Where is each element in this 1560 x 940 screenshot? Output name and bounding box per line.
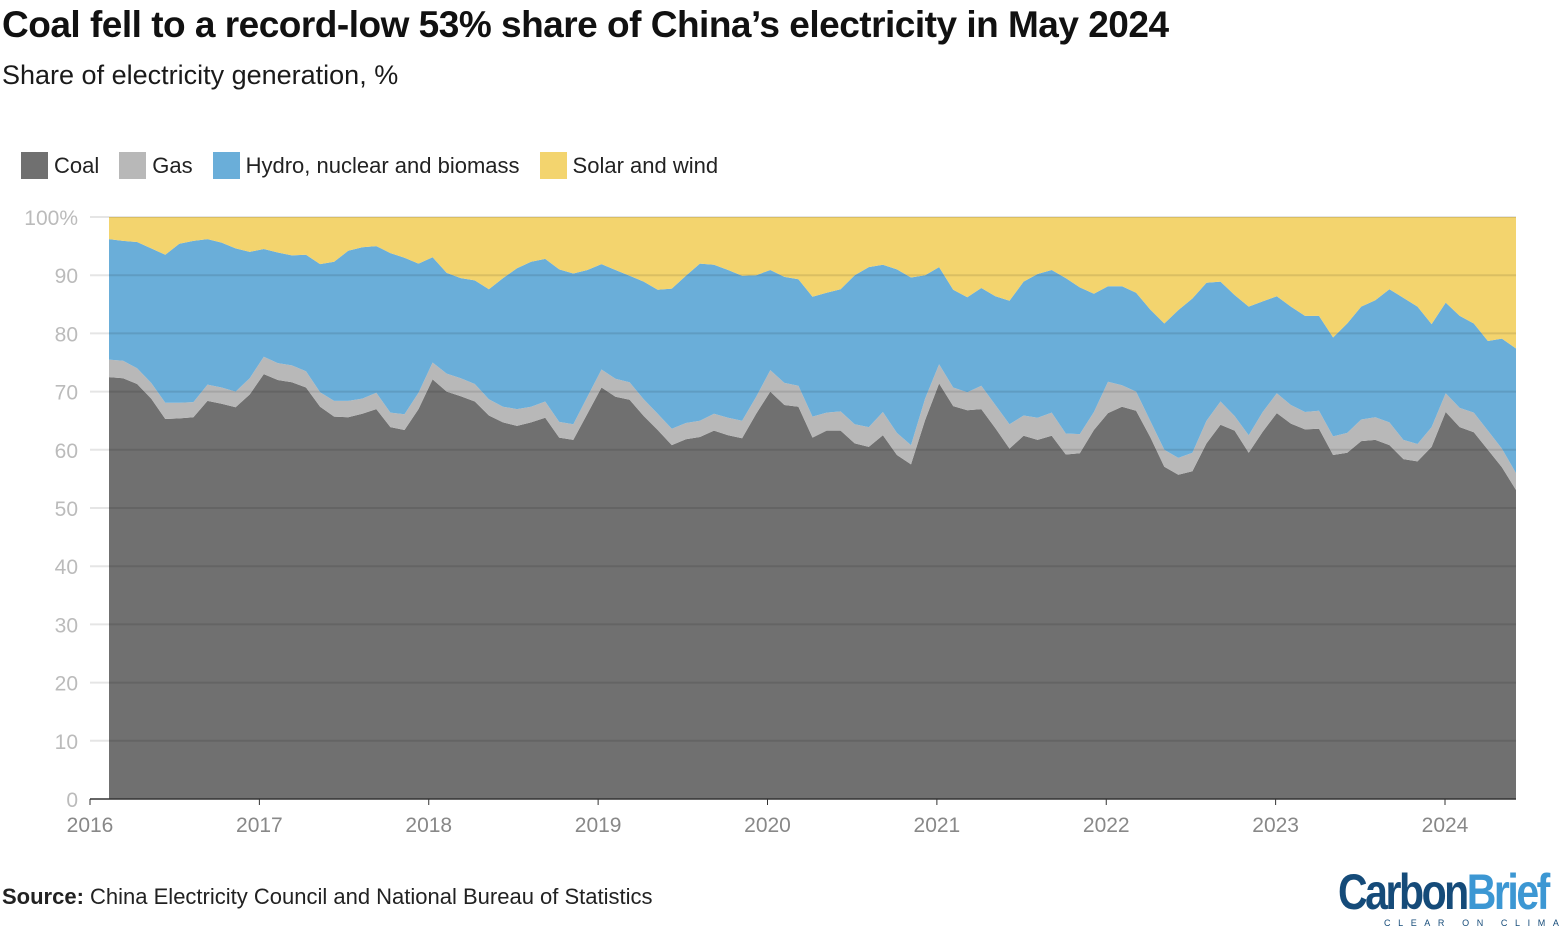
- x-tick-label: 2018: [405, 814, 452, 837]
- y-tick-label: 40: [55, 556, 78, 579]
- legend-label-coal: Coal: [54, 152, 100, 178]
- legend: Coal Gas Hydro, nuclear and biomass Sola…: [21, 152, 738, 179]
- x-tick-label: 2017: [236, 814, 283, 837]
- logo-word-brief: Brief: [1466, 864, 1551, 920]
- x-tick-label: 2019: [575, 814, 622, 837]
- x-tick-label: 2022: [1083, 814, 1130, 837]
- y-tick-label: 70: [55, 382, 78, 405]
- y-tick-label: 80: [55, 323, 78, 346]
- y-tick-label: 0: [66, 789, 78, 812]
- x-tick-label: 2020: [744, 814, 791, 837]
- legend-item-solar-wind: Solar and wind: [539, 152, 719, 179]
- x-tick-label: 2016: [67, 814, 114, 837]
- x-tick-label: 2024: [1422, 814, 1469, 837]
- legend-swatch-solar-wind: [539, 152, 567, 179]
- legend-label-solar-wind: Solar and wind: [572, 152, 719, 178]
- logo-tagline: CLEAR ON CLIMATE: [1384, 918, 1560, 928]
- legend-swatch-gas: [119, 152, 147, 179]
- area-gas: [109, 356, 1516, 490]
- legend-item-gas: Gas: [119, 152, 193, 179]
- y-tick-label: 60: [55, 440, 78, 463]
- y-tick-label: 100%: [24, 207, 78, 230]
- area-coal: [109, 374, 1516, 799]
- legend-item-coal: Coal: [21, 152, 99, 179]
- y-tick-label: 30: [55, 614, 78, 637]
- legend-label-hydro: Hydro, nuclear and biomass: [245, 152, 520, 178]
- source-text: China Electricity Council and National B…: [83, 884, 653, 909]
- carbon-brief-logo: CarbonBrief CLEAR ON CLIMATE: [1338, 867, 1560, 928]
- area-solar-wind: [109, 217, 1516, 349]
- legend-item-hydro: Hydro, nuclear and biomass: [212, 152, 520, 179]
- legend-swatch-hydro: [212, 152, 240, 179]
- logo-word-carbon: Carbon: [1338, 864, 1469, 920]
- area-hydro-nuclear-biomass: [109, 239, 1516, 474]
- y-tick-label: 10: [55, 731, 78, 754]
- legend-swatch-coal: [21, 152, 48, 179]
- x-tick-label: 2021: [914, 814, 961, 837]
- chart-subtitle: Share of electricity generation, %: [2, 60, 399, 90]
- source-label: Source:: [2, 884, 84, 909]
- x-tick-label: 2023: [1252, 814, 1299, 837]
- chart-title: Coal fell to a record-low 53% share of C…: [2, 4, 1169, 45]
- source-note: Source: China Electricity Council and Na…: [2, 884, 653, 910]
- y-tick-label: 90: [55, 265, 78, 288]
- y-tick-label: 50: [55, 498, 78, 521]
- y-tick-label: 20: [55, 673, 78, 696]
- legend-label-gas: Gas: [152, 152, 193, 178]
